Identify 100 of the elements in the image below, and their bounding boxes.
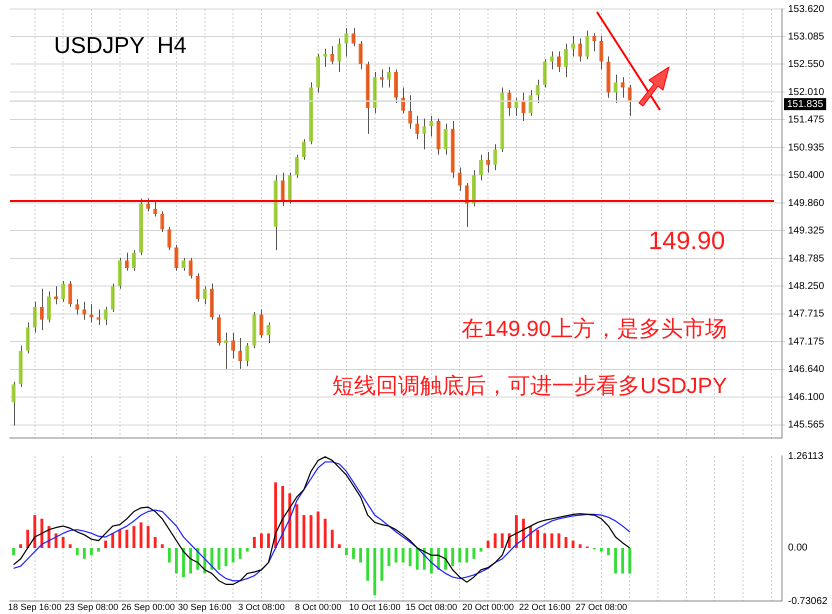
candlestick (429, 115, 434, 138)
candlestick (110, 283, 115, 313)
candlestick (132, 250, 136, 272)
candlestick (174, 244, 178, 272)
candlestick (167, 226, 172, 251)
candlestick (614, 74, 618, 104)
candlestick (54, 286, 58, 305)
candlestick (124, 252, 129, 272)
y-tick-label: 1.26113 (788, 450, 824, 462)
candlestick (47, 290, 51, 323)
bar (494, 533, 497, 548)
bar (218, 548, 220, 570)
candlestick (380, 68, 384, 88)
candlestick (444, 123, 448, 156)
bar (252, 537, 256, 548)
bar (607, 548, 610, 556)
candlestick (422, 118, 426, 150)
bar (12, 548, 15, 556)
candlestick (592, 32, 596, 52)
candlestick (620, 76, 625, 98)
bar (514, 515, 518, 548)
y-tick-label: -0.73062 (788, 596, 828, 607)
candlestick (352, 28, 356, 47)
bar (578, 544, 582, 548)
candlestick (323, 48, 328, 68)
y-tick-label: 150.400 (788, 170, 825, 181)
candlestick (464, 182, 469, 228)
x-tick-label: 3 Oct 08:00 (238, 602, 285, 612)
candlestick (394, 68, 398, 104)
candlestick (486, 152, 490, 174)
candlestick (358, 40, 363, 70)
candlestick (61, 280, 66, 302)
bar (82, 548, 86, 559)
candlestick (408, 94, 412, 130)
candlestick (536, 79, 540, 104)
bar (529, 526, 532, 548)
bar (168, 548, 171, 563)
bar (316, 511, 320, 548)
candlestick (238, 337, 242, 370)
candlestick (528, 90, 533, 116)
candlestick (224, 332, 228, 370)
candlestick (90, 304, 94, 323)
y-tick-label: 150.935 (788, 142, 825, 154)
text: USDJPY H4 (54, 32, 187, 58)
candlestick (556, 50, 561, 72)
y-tick-label: 145.565 (788, 420, 825, 431)
bar (90, 548, 93, 556)
bar (104, 540, 108, 548)
annotation: 短线回调触底后，可进一步看多USDJPY (332, 373, 728, 398)
bar (302, 515, 306, 548)
candlestick (82, 301, 86, 320)
x-tick-label: 27 Oct 08:00 (576, 602, 628, 612)
x-tick-label: 8 Oct 00:00 (294, 602, 342, 612)
y-tick-label: 147.715 (788, 308, 825, 320)
y-tick-label: 151.475 (788, 114, 825, 126)
bar (295, 504, 298, 548)
bar (182, 548, 185, 578)
bar (557, 533, 560, 548)
x-tick-label: 30 Sep 16:00 (178, 602, 232, 612)
bar (274, 482, 278, 548)
candlestick (344, 28, 348, 57)
bar (402, 548, 404, 563)
y-tick-label: 152.550 (788, 58, 825, 70)
candlestick (386, 66, 391, 88)
bar (536, 530, 540, 548)
x-tick-label: 23 Sep 08:00 (64, 602, 118, 612)
annotation: 149.90 (648, 227, 725, 256)
candlestick (294, 154, 299, 178)
bar (125, 530, 128, 548)
bar (451, 548, 454, 566)
y-tick-label: 153.085 (788, 31, 825, 42)
candlestick (104, 306, 108, 326)
bar (388, 548, 390, 566)
candlestick (266, 322, 270, 344)
candlestick (259, 308, 264, 338)
candlestick (479, 154, 483, 181)
bar (572, 540, 574, 548)
bar (564, 537, 568, 548)
candlestick (153, 200, 158, 218)
y-tick-label: 146.100 (788, 392, 825, 403)
y-tick-label: 147.175 (788, 336, 825, 348)
annotation: 在149.90上方，是多头市场 (462, 316, 727, 341)
bar (359, 548, 362, 563)
bar (97, 548, 100, 552)
y-tick-label: 152.010 (788, 86, 825, 98)
candlestick (564, 43, 568, 78)
candlestick (493, 144, 498, 171)
bar (472, 548, 476, 559)
candlestick (599, 35, 604, 70)
bar (600, 548, 603, 552)
y-tick-label: 146.640 (788, 364, 825, 376)
bar (352, 548, 355, 559)
candlestick (196, 272, 200, 302)
bar (132, 526, 136, 548)
bar (486, 540, 490, 548)
bar (444, 548, 447, 570)
candlestick (146, 198, 150, 212)
candlestick (182, 257, 186, 272)
y-tick-label: 149.860 (788, 198, 825, 209)
candlestick (96, 308, 100, 326)
